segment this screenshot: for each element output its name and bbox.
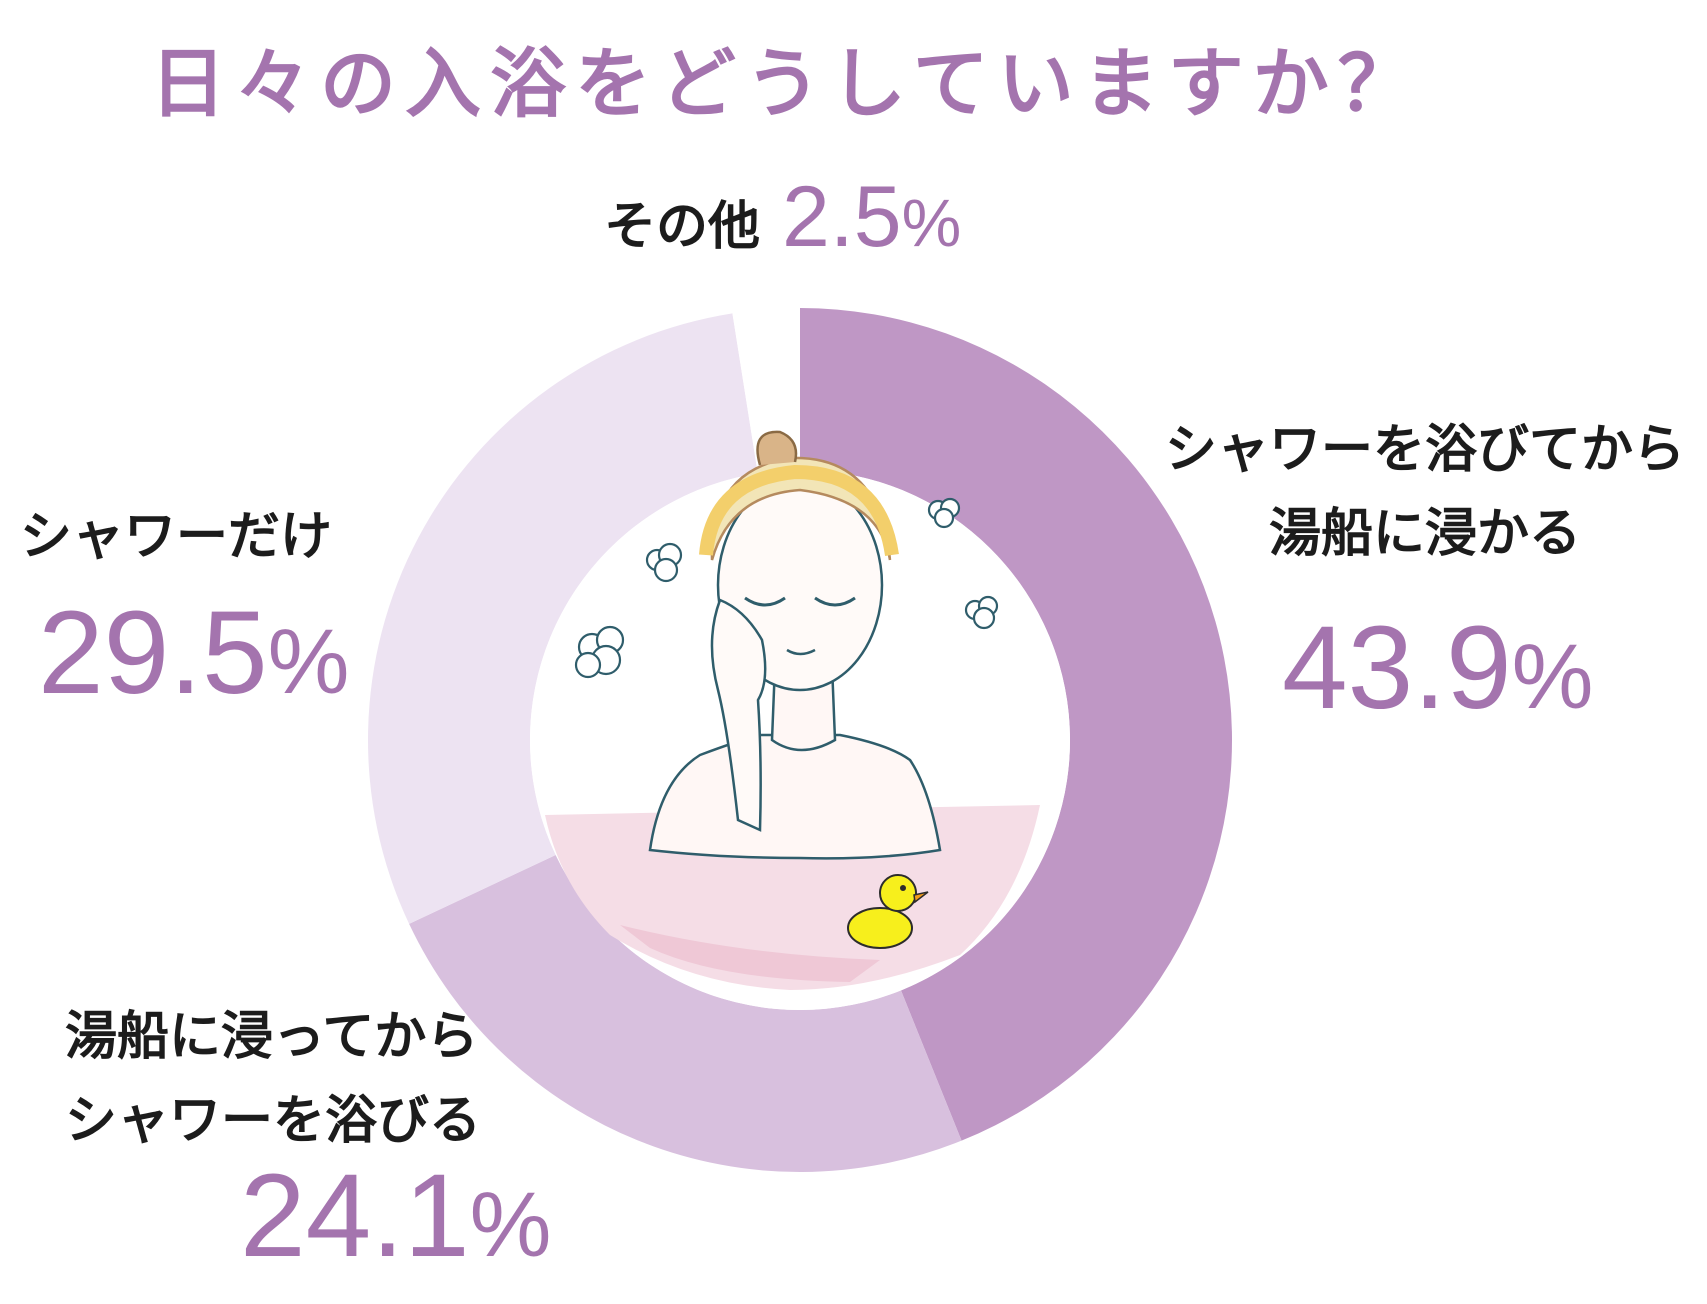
percent-sign: % [267, 610, 350, 713]
hair-bun [756, 430, 798, 466]
percent-shower-then-bath: 43.9% [1282, 600, 1594, 736]
label-shower-then-bath: シャワーを浴びてから 湯船に浸かる [1155, 408, 1695, 576]
left-eye [744, 596, 786, 607]
slice-bath-then-shower [409, 854, 962, 1172]
center-illustration [545, 430, 1040, 990]
percent-value: 24.1 [240, 1150, 470, 1282]
label-line-1: シャワーを浴びてから [1164, 420, 1685, 480]
percent-sign: % [469, 1173, 552, 1276]
percent-other: 2.5% [782, 168, 961, 267]
slice-other [732, 308, 800, 474]
bubbles [574, 497, 999, 679]
percent-value: 29.5 [38, 587, 268, 719]
label-other: その他 [604, 197, 761, 257]
label-bath-then-shower: 湯船に浸ってから シャワーを浴びる [65, 995, 481, 1163]
slice-shower-only [367, 313, 758, 924]
label-line-2: 湯船に浸かる [1268, 504, 1581, 564]
percent-bath-then-shower: 24.1% [240, 1148, 552, 1284]
label-shower-only: シャワーだけ [20, 507, 333, 567]
woman-body [648, 733, 942, 860]
label-line-2: シャワーを浴びる [65, 1091, 482, 1151]
right-eye [814, 596, 856, 607]
headband [699, 464, 899, 557]
mouth [786, 648, 816, 656]
chart-title: 日々の入浴をどうしていますか？ [150, 39, 1423, 128]
percent-value: 43.9 [1282, 602, 1512, 734]
rubber-duck-icon [847, 874, 929, 949]
bath-water-shade [620, 925, 880, 982]
percent-sign: % [1511, 625, 1594, 728]
percent-other-value: 2.5 [782, 169, 902, 265]
percent-sign: % [901, 186, 962, 261]
woman-hand [710, 598, 767, 832]
percent-shower-only: 29.5% [38, 585, 350, 721]
slice-shower-then-bath [800, 308, 1232, 1141]
label-line-1: 湯船に浸ってから [65, 1007, 479, 1067]
